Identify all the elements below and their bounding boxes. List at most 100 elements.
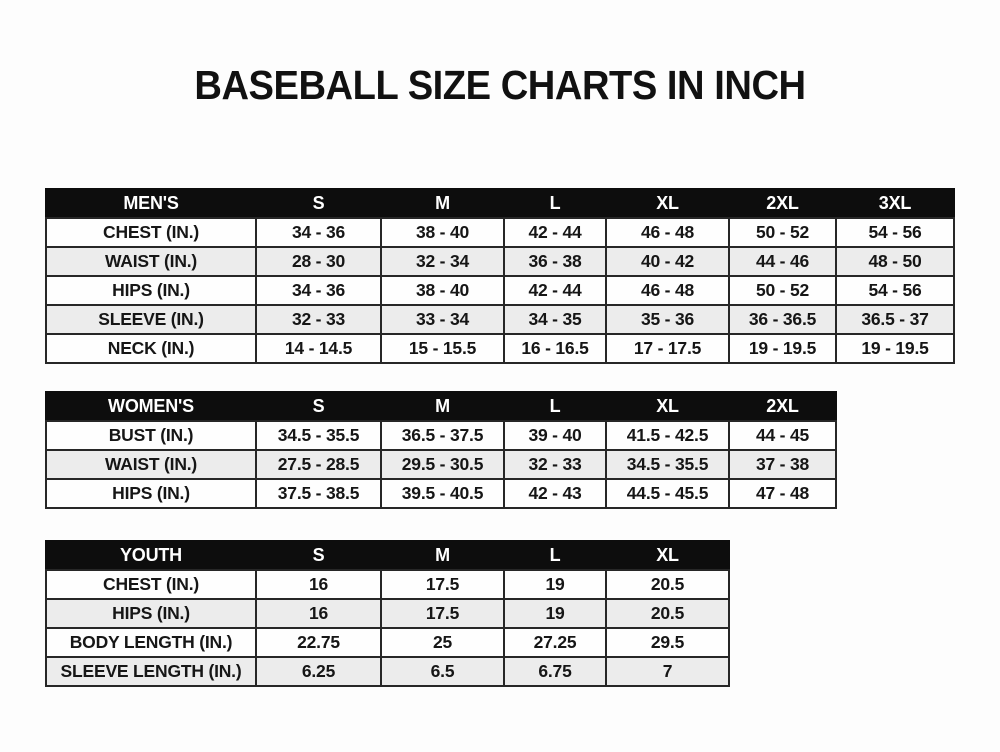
size-value-cell: 22.75 — [255, 627, 382, 659]
size-value-cell: 54 - 56 — [835, 217, 955, 249]
size-value-cell: 46 - 48 — [605, 275, 730, 307]
youth-header-row: YOUTH S M L XL — [45, 540, 730, 572]
size-value-cell: 36 - 36.5 — [728, 304, 837, 336]
mens-table-title-cell: MEN'S — [45, 188, 257, 220]
size-header-cell: M — [380, 188, 505, 220]
size-value-cell: 27.25 — [503, 627, 607, 659]
size-header-cell: 3XL — [835, 188, 955, 220]
womens-table-title-cell: WOMEN'S — [45, 391, 257, 423]
size-value-cell: 38 - 40 — [380, 275, 505, 307]
size-value-cell: 34 - 36 — [255, 217, 382, 249]
size-value-cell: 27.5 - 28.5 — [255, 449, 382, 481]
size-value-cell: 25 — [380, 627, 505, 659]
tables-container: MEN'S S M L XL 2XL 3XL CHEST (IN.) 34 - 36 38 - 4… — [0, 188, 1000, 688]
row-label-cell: WAIST (IN.) — [45, 246, 257, 278]
size-value-cell: 33 - 34 — [380, 304, 505, 336]
size-value-cell: 6.5 — [380, 656, 505, 688]
table-row: HIPS (IN.) 34 - 36 38 - 40 42 - 44 46 - 48 50… — [45, 275, 955, 307]
row-label-cell: SLEEVE LENGTH (IN.) — [45, 656, 257, 688]
table-row: BUST (IN.) 34.5 - 35.5 36.5 - 37.5 39 - 40 4… — [45, 420, 837, 452]
size-value-cell: 7 — [605, 656, 730, 688]
size-value-cell: 54 - 56 — [835, 275, 955, 307]
size-value-cell: 44.5 - 45.5 — [605, 478, 730, 510]
size-header-cell: L — [503, 188, 607, 220]
womens-header-row: WOMEN'S S M L XL 2XL — [45, 391, 837, 423]
table-row: NECK (IN.) 14 - 14.5 15 - 15.5 16 - 16.5 17 … — [45, 333, 955, 365]
size-value-cell: 32 - 34 — [380, 246, 505, 278]
youth-size-table: YOUTH S M L XL CHEST (IN.) 16 17.5 19 20.5 HIPS (I… — [45, 540, 730, 688]
size-value-cell: 32 - 33 — [255, 304, 382, 336]
row-label-cell: BODY LENGTH (IN.) — [45, 627, 257, 659]
size-value-cell: 34 - 36 — [255, 275, 382, 307]
table-row: CHEST (IN.) 34 - 36 38 - 40 42 - 44 46 - 48 5… — [45, 217, 955, 249]
table-row: HIPS (IN.) 37.5 - 38.5 39.5 - 40.5 42 - 43 4… — [45, 478, 837, 510]
size-value-cell: 39.5 - 40.5 — [380, 478, 505, 510]
size-value-cell: 19 - 19.5 — [835, 333, 955, 365]
size-header-cell: XL — [605, 188, 730, 220]
size-value-cell: 50 - 52 — [728, 217, 837, 249]
size-value-cell: 28 - 30 — [255, 246, 382, 278]
size-header-cell: 2XL — [728, 391, 837, 423]
size-value-cell: 19 — [503, 569, 607, 601]
size-value-cell: 36.5 - 37 — [835, 304, 955, 336]
table-row: SLEEVE (IN.) 32 - 33 33 - 34 34 - 35 35 - 36… — [45, 304, 955, 336]
size-value-cell: 42 - 44 — [503, 275, 607, 307]
table-row: WAIST (IN.) 28 - 30 32 - 34 36 - 38 40 - 42 4… — [45, 246, 955, 278]
size-value-cell: 36.5 - 37.5 — [380, 420, 505, 452]
row-label-cell: WAIST (IN.) — [45, 449, 257, 481]
size-value-cell: 44 - 46 — [728, 246, 837, 278]
size-header-cell: L — [503, 391, 607, 423]
youth-table-title-cell: YOUTH — [45, 540, 257, 572]
size-value-cell: 15 - 15.5 — [380, 333, 505, 365]
row-label-cell: HIPS (IN.) — [45, 478, 257, 510]
size-header-cell: M — [380, 391, 505, 423]
size-value-cell: 44 - 45 — [728, 420, 837, 452]
page-title: BASEBALL SIZE CHARTS IN INCH — [194, 62, 806, 108]
size-value-cell: 42 - 44 — [503, 217, 607, 249]
size-header-cell: 2XL — [728, 188, 837, 220]
size-value-cell: 20.5 — [605, 569, 730, 601]
size-value-cell: 16 - 16.5 — [503, 333, 607, 365]
row-label-cell: NECK (IN.) — [45, 333, 257, 365]
size-header-cell: XL — [605, 540, 730, 572]
row-label-cell: CHEST (IN.) — [45, 569, 257, 601]
size-value-cell: 19 - 19.5 — [728, 333, 837, 365]
size-value-cell: 34.5 - 35.5 — [255, 420, 382, 452]
womens-size-table: WOMEN'S S M L XL 2XL BUST (IN.) 34.5 - 35.5 36.5… — [45, 391, 837, 510]
size-value-cell: 16 — [255, 598, 382, 630]
size-value-cell: 46 - 48 — [605, 217, 730, 249]
size-value-cell: 48 - 50 — [835, 246, 955, 278]
mens-size-table: MEN'S S M L XL 2XL 3XL CHEST (IN.) 34 - 36 38 - 4… — [45, 188, 955, 365]
size-value-cell: 41.5 - 42.5 — [605, 420, 730, 452]
row-label-cell: BUST (IN.) — [45, 420, 257, 452]
size-header-cell: S — [255, 391, 382, 423]
size-value-cell: 6.25 — [255, 656, 382, 688]
size-value-cell: 17 - 17.5 — [605, 333, 730, 365]
table-row: CHEST (IN.) 16 17.5 19 20.5 — [45, 569, 730, 601]
size-value-cell: 47 - 48 — [728, 478, 837, 510]
size-value-cell: 50 - 52 — [728, 275, 837, 307]
size-value-cell: 42 - 43 — [503, 478, 607, 510]
size-value-cell: 39 - 40 — [503, 420, 607, 452]
size-value-cell: 40 - 42 — [605, 246, 730, 278]
size-value-cell: 17.5 — [380, 598, 505, 630]
size-value-cell: 14 - 14.5 — [255, 333, 382, 365]
row-label-cell: HIPS (IN.) — [45, 598, 257, 630]
size-value-cell: 36 - 38 — [503, 246, 607, 278]
size-value-cell: 29.5 — [605, 627, 730, 659]
size-value-cell: 32 - 33 — [503, 449, 607, 481]
size-header-cell: S — [255, 540, 382, 572]
size-header-cell: L — [503, 540, 607, 572]
size-value-cell: 16 — [255, 569, 382, 601]
size-value-cell: 34.5 - 35.5 — [605, 449, 730, 481]
row-label-cell: HIPS (IN.) — [45, 275, 257, 307]
row-label-cell: SLEEVE (IN.) — [45, 304, 257, 336]
mens-header-row: MEN'S S M L XL 2XL 3XL — [45, 188, 955, 220]
size-header-cell: XL — [605, 391, 730, 423]
size-value-cell: 37 - 38 — [728, 449, 837, 481]
table-row: HIPS (IN.) 16 17.5 19 20.5 — [45, 598, 730, 630]
size-header-cell: S — [255, 188, 382, 220]
table-row: WAIST (IN.) 27.5 - 28.5 29.5 - 30.5 32 - 33… — [45, 449, 837, 481]
size-header-cell: M — [380, 540, 505, 572]
